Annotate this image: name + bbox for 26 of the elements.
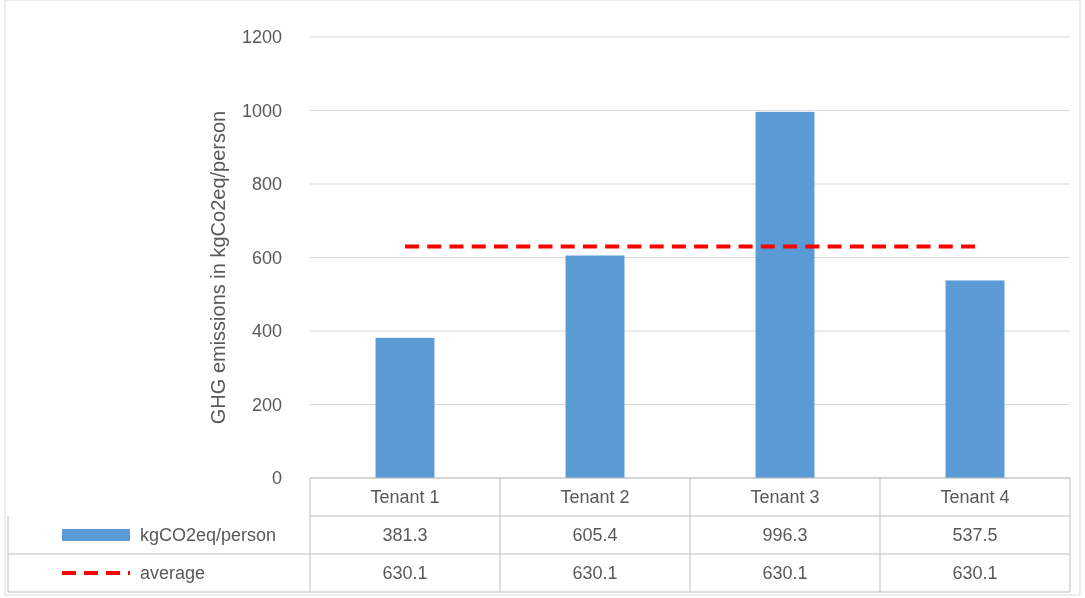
legend-label: kgCO2eq/person — [140, 525, 277, 546]
data-label: 630.1 — [762, 563, 808, 584]
legend-label: average — [140, 563, 206, 584]
data-label: 381.3 — [382, 525, 428, 546]
x-tick-label: Tenant 3 — [750, 487, 820, 508]
y-tick-label: 1000 — [241, 100, 282, 121]
data-label: 537.5 — [952, 525, 998, 546]
y-tick-label: 800 — [251, 174, 282, 195]
data-label: 605.4 — [572, 525, 618, 546]
y-tick-label: 0 — [271, 468, 282, 489]
x-tick-label: Tenant 4 — [940, 487, 1010, 508]
bar — [565, 255, 625, 478]
y-tick-label: 200 — [251, 394, 282, 415]
bar — [945, 280, 1005, 478]
data-label: 630.1 — [952, 563, 998, 584]
bar — [375, 337, 435, 478]
bar — [755, 111, 815, 478]
y-tick-label: 400 — [251, 321, 282, 342]
y-axis-title: GHG emissions in kgCo2eq/person — [207, 110, 229, 425]
data-label: 630.1 — [382, 563, 428, 584]
data-label: 630.1 — [572, 563, 618, 584]
x-tick-label: Tenant 2 — [560, 487, 630, 508]
x-tick-label: Tenant 1 — [370, 487, 440, 508]
y-tick-label: 1200 — [241, 27, 282, 48]
data-label: 996.3 — [762, 525, 808, 546]
y-tick-label: 600 — [251, 247, 282, 268]
